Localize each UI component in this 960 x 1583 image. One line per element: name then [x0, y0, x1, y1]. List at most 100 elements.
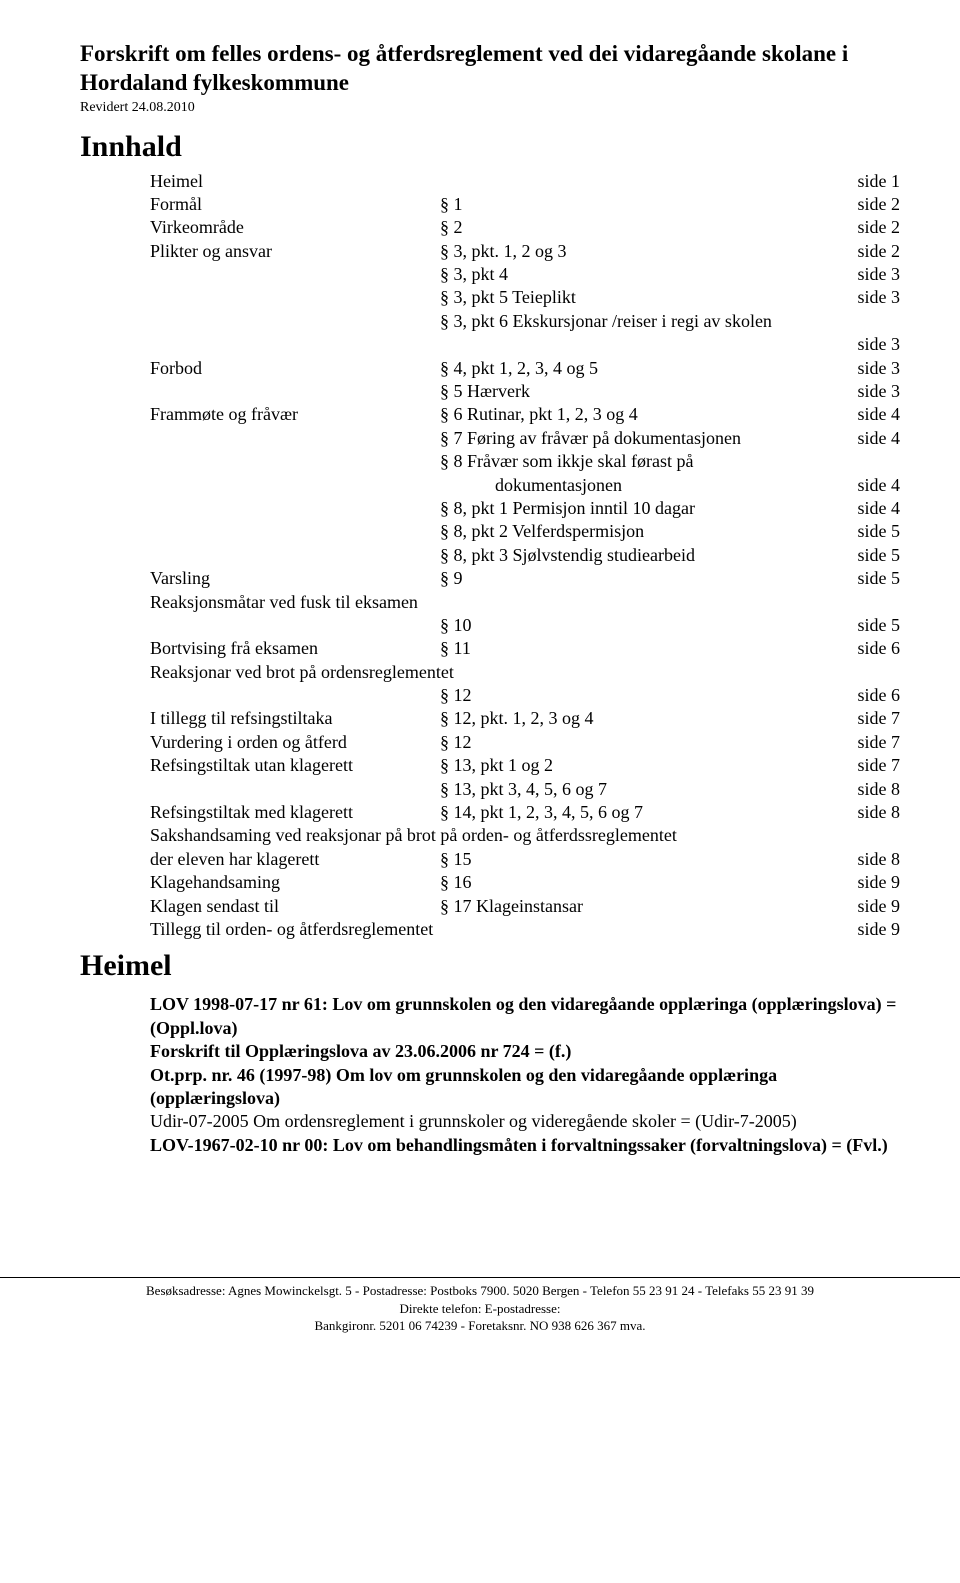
toc-row: Bortvising frå eksamen§ 11side 6	[150, 637, 900, 660]
toc-row: § 3, pkt 4side 3	[150, 263, 900, 286]
toc-label	[150, 474, 440, 497]
toc-row: Refsingstiltak med klagerett§ 14, pkt 1,…	[150, 801, 900, 824]
toc-row: § 5 Hærverkside 3	[150, 380, 900, 403]
toc-row: § 10side 5	[150, 614, 900, 637]
toc-page: side 9	[830, 918, 900, 941]
toc-page	[830, 310, 900, 333]
toc-row: dokumentasjonenside 4	[150, 474, 900, 497]
toc-label: I tillegg til refsingstiltaka	[150, 707, 440, 730]
toc-label	[150, 427, 440, 450]
toc-row: Vurdering i orden og åtferd§ 12side 7	[150, 731, 900, 754]
toc-row: Virkeområde§ 2side 2	[150, 216, 900, 239]
toc-label: Bortvising frå eksamen	[150, 637, 440, 660]
toc-page: side 5	[830, 544, 900, 567]
toc-section: § 15	[440, 848, 830, 871]
toc-section: § 17 Klageinstansar	[440, 895, 830, 918]
toc-section: § 3, pkt 5 Teieplikt	[440, 286, 830, 309]
legal-reference-line: LOV 1998-07-17 nr 61: Lov om grunnskolen…	[150, 993, 900, 1040]
toc-page: side 5	[830, 567, 900, 590]
toc-row: Refsingstiltak utan klagerett§ 13, pkt 1…	[150, 754, 900, 777]
toc-row: der eleven har klagerett§ 15side 8	[150, 848, 900, 871]
toc-page: side 8	[830, 801, 900, 824]
toc-label	[150, 333, 440, 356]
toc-section: § 8 Fråvær som ikkje skal førast på	[440, 450, 830, 473]
legal-reference-line: Forskrift til Opplæringslova av 23.06.20…	[150, 1040, 900, 1063]
toc-section: § 14, pkt 1, 2, 3, 4, 5, 6 og 7	[440, 801, 830, 824]
toc-section: dokumentasjonen	[440, 474, 830, 497]
toc-row: Reaksjonsmåtar ved fusk til eksamen	[150, 591, 900, 614]
toc-section: § 4, pkt 1, 2, 3, 4 og 5	[440, 357, 830, 380]
toc-label: Sakshandsaming ved reaksjonar på brot på…	[150, 824, 830, 847]
toc-row: Reaksjonar ved brot på ordensreglementet	[150, 661, 900, 684]
toc-page: side 6	[830, 637, 900, 660]
toc-row: § 8 Fråvær som ikkje skal førast på	[150, 450, 900, 473]
legal-references: LOV 1998-07-17 nr 61: Lov om grunnskolen…	[150, 993, 900, 1157]
toc-page	[830, 591, 900, 614]
toc-section: § 2	[440, 216, 830, 239]
toc-section: § 8, pkt 1 Permisjon inntil 10 dagar	[440, 497, 830, 520]
toc-section: § 5 Hærverk	[440, 380, 830, 403]
toc-page: side 3	[830, 333, 900, 356]
toc-row: § 3, pkt 5 Teiepliktside 3	[150, 286, 900, 309]
toc-page	[830, 824, 900, 847]
toc-label: Klagehandsaming	[150, 871, 440, 894]
toc-label: Formål	[150, 193, 440, 216]
toc-label	[150, 450, 440, 473]
toc-label	[150, 520, 440, 543]
toc-page: side 3	[830, 357, 900, 380]
toc-page: side 7	[830, 731, 900, 754]
toc-section: § 12	[440, 731, 830, 754]
toc-section: § 13, pkt 3, 4, 5, 6 og 7	[440, 778, 830, 801]
toc-section: § 1	[440, 193, 830, 216]
toc-section: § 12	[440, 684, 830, 707]
toc-row: I tillegg til refsingstiltaka§ 12, pkt. …	[150, 707, 900, 730]
toc-row: Frammøte og fråvær§ 6 Rutinar, pkt 1, 2,…	[150, 403, 900, 426]
toc-label: Vurdering i orden og åtferd	[150, 731, 440, 754]
toc-row: § 8, pkt 3 Sjølvstendig studiearbeidside…	[150, 544, 900, 567]
toc-page: side 9	[830, 871, 900, 894]
footer-line3: Bankgironr. 5201 06 74239 - Foretaksnr. …	[0, 1317, 960, 1335]
toc-page: side 4	[830, 497, 900, 520]
toc-label: Tillegg til orden- og åtferdsreglementet	[150, 918, 830, 941]
toc-page: side 5	[830, 614, 900, 637]
toc-page	[830, 661, 900, 684]
toc-row: § 8, pkt 2 Velferdspermisjonside 5	[150, 520, 900, 543]
toc-label: Reaksjonsmåtar ved fusk til eksamen	[150, 591, 830, 614]
toc-row: § 7 Føring av fråvær på dokumentasjonens…	[150, 427, 900, 450]
toc-section: § 3, pkt 6 Ekskursjonar /reiser i regi a…	[440, 310, 830, 333]
toc-page: side 4	[830, 403, 900, 426]
toc-row: Forbod§ 4, pkt 1, 2, 3, 4 og 5side 3	[150, 357, 900, 380]
toc-page: side 5	[830, 520, 900, 543]
toc-label	[150, 380, 440, 403]
legal-reference-line: Ot.prp. nr. 46 (1997-98) Om lov om grunn…	[150, 1064, 900, 1111]
toc-section: § 16	[440, 871, 830, 894]
toc-label: Varsling	[150, 567, 440, 590]
heading-heimel: Heimel	[80, 949, 900, 983]
toc-page: side 8	[830, 848, 900, 871]
toc-page: side 3	[830, 380, 900, 403]
doc-title-line2: Hordaland fylkeskommune	[80, 69, 900, 98]
toc-label: Virkeområde	[150, 216, 440, 239]
toc-row: Sakshandsaming ved reaksjonar på brot på…	[150, 824, 900, 847]
toc-section	[440, 170, 830, 193]
toc-page: side 4	[830, 474, 900, 497]
toc-section: § 3, pkt. 1, 2 og 3	[440, 240, 830, 263]
toc-row: § 3, pkt 6 Ekskursjonar /reiser i regi a…	[150, 310, 900, 333]
toc-row: § 12side 6	[150, 684, 900, 707]
toc-section	[440, 333, 830, 356]
toc-row: Varsling§ 9side 5	[150, 567, 900, 590]
toc-page: side 3	[830, 263, 900, 286]
toc-section: § 10	[440, 614, 830, 637]
toc-label: Plikter og ansvar	[150, 240, 440, 263]
toc-page: side 7	[830, 707, 900, 730]
toc-label	[150, 310, 440, 333]
toc-page: side 2	[830, 216, 900, 239]
toc-section: § 3, pkt 4	[440, 263, 830, 286]
footer-line1: Besøksadresse: Agnes Mowinckelsgt. 5 - P…	[0, 1282, 960, 1300]
legal-reference-line: LOV-1967-02-10 nr 00: Lov om behandlings…	[150, 1134, 900, 1157]
toc-row: side 3	[150, 333, 900, 356]
toc-page: side 2	[830, 193, 900, 216]
toc-row: Plikter og ansvar§ 3, pkt. 1, 2 og 3side…	[150, 240, 900, 263]
toc-label	[150, 286, 440, 309]
toc-section: § 8, pkt 3 Sjølvstendig studiearbeid	[440, 544, 830, 567]
